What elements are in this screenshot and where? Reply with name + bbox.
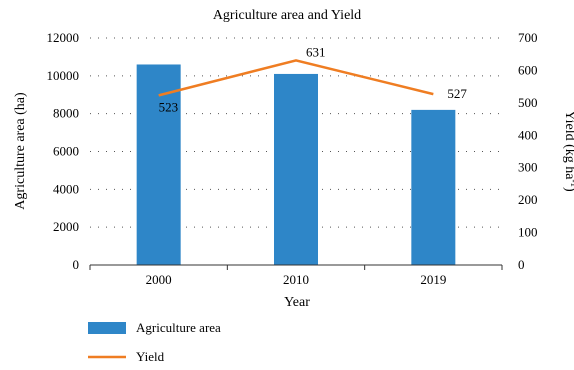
y-right-axis-title-main: Yield (kg ha: [562, 110, 574, 180]
x-tick-label-2010: 2010: [283, 272, 309, 287]
legend-label-yield: Yield: [136, 349, 165, 364]
y-right-axis-title: Yield (kg ha-1): [562, 110, 574, 192]
y-left-tick-label: 8000: [53, 106, 79, 121]
x-tick-label-2000: 2000: [146, 272, 172, 287]
bar-2010: [274, 73, 318, 265]
bar-2000: [136, 64, 181, 265]
x-tick-label-2019: 2019: [420, 272, 446, 287]
y-left-tick-label: 6000: [53, 144, 79, 159]
legend-label-agriculture-area: Agriculture area: [136, 320, 221, 335]
yield-data-label-2000: 523: [159, 99, 179, 114]
y-left-axis-title: Agriculture area (ha): [13, 92, 28, 210]
bar-2019: [411, 109, 456, 265]
y-right-tick-label: 700: [518, 30, 538, 45]
chart-title: Agriculture area and Yield: [213, 8, 361, 23]
y-left-tick-label: 4000: [53, 181, 79, 196]
y-right-axis-title-close: ): [562, 187, 574, 192]
yield-line: [158, 59, 434, 97]
data-labels: 523 631 527: [159, 44, 468, 114]
y-right-tick-label: 600: [518, 62, 538, 77]
axes: 0 2000 4000 6000 8000 10000 12000 0 100 200 300 400…: [47, 30, 538, 287]
legend: Agriculture area Yield: [88, 320, 221, 364]
y-right-axis-title-sup: -1: [569, 180, 574, 188]
yield-data-label-2019: 527: [447, 86, 467, 101]
y-right-tick-label: 200: [518, 192, 538, 207]
y-right-tick-label: 500: [518, 95, 538, 110]
y-right-tick-label: 0: [518, 257, 525, 272]
x-axis-title: Year: [284, 295, 310, 310]
y-left-tick-label: 12000: [47, 30, 80, 45]
legend-swatch-agriculture-area: [88, 322, 126, 334]
bars: [136, 64, 456, 265]
y-left-tick-label: 2000: [53, 219, 79, 234]
y-left-tick-label: 10000: [47, 68, 80, 83]
y-right-tick-label: 400: [518, 127, 538, 142]
y-right-tick-label: 300: [518, 160, 538, 175]
y-right-tick-label: 100: [518, 225, 538, 240]
yield-data-label-2010: 631: [306, 44, 326, 59]
y-left-tick-label: 0: [73, 257, 80, 272]
